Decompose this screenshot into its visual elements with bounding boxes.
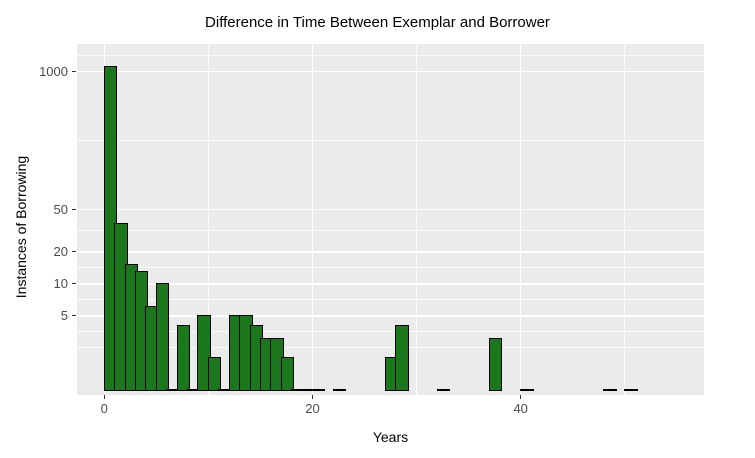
histogram-bar [166, 388, 180, 391]
plot-panel [77, 44, 704, 395]
histogram-bar [603, 388, 617, 391]
histogram-bar [218, 388, 232, 391]
gridline-minor-vertical [416, 44, 418, 395]
gridline-minor-horizontal [77, 347, 704, 349]
histogram-bar [291, 388, 305, 391]
gridline-major-horizontal [77, 70, 704, 73]
gridline-minor-horizontal [77, 331, 704, 333]
plot-title: Difference in Time Between Exemplar and … [205, 14, 550, 31]
y-axis-tick [72, 283, 76, 285]
gridline-major-vertical [311, 44, 314, 395]
y-tick-label: 50 [53, 201, 68, 217]
histogram-bar [280, 357, 295, 392]
y-tick-label: 5 [60, 307, 68, 323]
gridline-minor-vertical [207, 44, 209, 395]
gridline-minor-horizontal [77, 140, 704, 142]
y-axis-tick [72, 209, 76, 211]
histogram-bar [395, 325, 409, 392]
y-tick-label: 20 [53, 243, 68, 259]
x-axis-tick [312, 395, 313, 399]
x-tick-label: 0 [100, 401, 108, 416]
histogram-bar [176, 325, 191, 392]
gridline-minor-vertical [624, 44, 626, 395]
y-tick-label: 10 [53, 275, 68, 291]
y-axis-tick [72, 315, 76, 317]
x-axis-tick [103, 395, 105, 399]
x-axis-tick [520, 395, 522, 399]
y-axis-tick [72, 71, 76, 73]
y-tick-label: 1000 [39, 63, 68, 79]
y-axis-tick [72, 251, 76, 253]
gridline-major-horizontal [77, 208, 704, 211]
gridline-minor-horizontal [77, 55, 704, 57]
histogram-bar [197, 314, 211, 392]
x-tick-label: 40 [513, 401, 528, 416]
gridline-major-horizontal [77, 315, 704, 317]
histogram-bar [520, 388, 534, 391]
histogram-bar [207, 357, 222, 392]
x-tick-label: 20 [305, 401, 320, 416]
histogram-bar [301, 388, 315, 391]
histogram-bar [436, 388, 451, 391]
gridline-major-horizontal [77, 251, 704, 253]
histogram-bar [332, 388, 347, 391]
gridline-minor-horizontal [77, 230, 704, 232]
y-axis-title: Instances of Borrowing [13, 155, 29, 299]
gridline-major-vertical [519, 44, 522, 395]
x-axis-title: Years [372, 429, 409, 445]
histogram-bar [488, 338, 503, 392]
gridline-major-horizontal [77, 283, 704, 285]
histogram-bar [624, 388, 638, 391]
histogram-bar [312, 388, 326, 391]
gridline-minor-horizontal [77, 299, 704, 301]
histogram-bar [155, 282, 170, 392]
gridline-minor-horizontal [77, 267, 704, 269]
histogram-bar [187, 388, 201, 391]
